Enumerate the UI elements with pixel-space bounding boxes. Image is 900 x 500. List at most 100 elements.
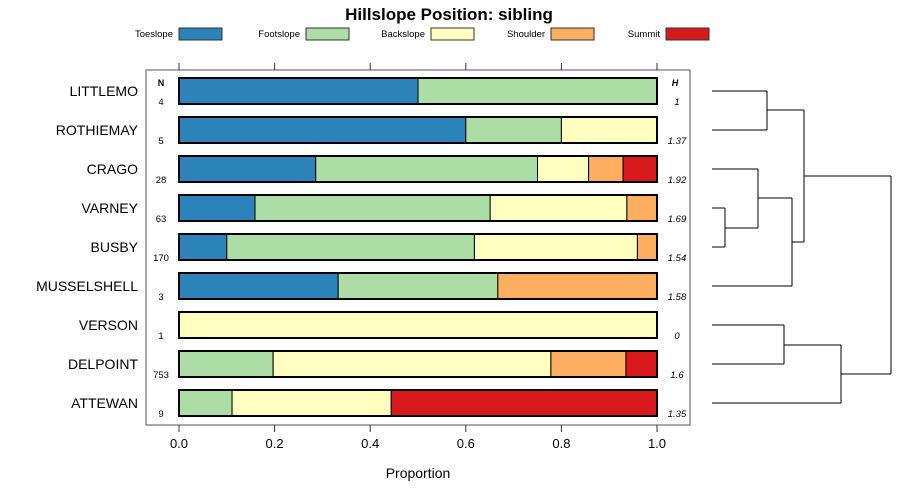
n-value: 170: [153, 253, 169, 264]
bar-segment-backslope: [560, 116, 658, 144]
x-tick-label: 0.6: [457, 436, 475, 451]
bar-segment-footslope: [337, 272, 499, 300]
h-header: H: [672, 78, 679, 88]
bar-segment-toeslope: [178, 116, 467, 144]
legend-swatch: [305, 27, 350, 41]
bar-segment-shoulder: [626, 194, 658, 222]
category-label: DELPOINT: [68, 356, 138, 372]
bar-row: ROTHIEMAY 5 1.37: [56, 116, 687, 147]
bar-outline: [178, 350, 658, 378]
bar-segment-footslope: [315, 155, 539, 183]
n-header: N: [158, 78, 165, 88]
x-tick-label: 1.0: [648, 436, 666, 451]
category-label: MUSSELSHELL: [36, 278, 138, 294]
legend: Toeslope Footslope Backslope Shoulder Summit: [135, 27, 710, 41]
n-value: 1: [158, 331, 163, 342]
bar-segment-summit: [622, 155, 658, 183]
legend-swatch: [430, 27, 475, 41]
bar-outline: [178, 77, 658, 105]
legend-label: Backslope: [381, 29, 425, 40]
category-label: CRAGO: [87, 161, 138, 177]
bar-segment-backslope: [489, 194, 628, 222]
bar-segment-footslope: [178, 389, 233, 417]
h-value: 1.69: [668, 214, 687, 225]
category-label: ATTEWAN: [71, 395, 138, 411]
bar-outline: [178, 194, 658, 222]
x-tick-label: 0.2: [266, 436, 284, 451]
bar-row: CRAGO 28 1.92: [87, 155, 687, 186]
bar-segment-toeslope: [178, 194, 256, 222]
h-value: 1.37: [668, 136, 687, 147]
bar-segment-toeslope: [178, 233, 228, 261]
x-tick-label: 0.4: [361, 436, 379, 451]
legend-swatch: [178, 27, 223, 41]
n-value: 3: [158, 292, 163, 303]
x-tick-label: 0.8: [552, 436, 570, 451]
bar-segment-summit: [625, 350, 658, 378]
plot-panel: [145, 69, 691, 426]
n-value: 4: [158, 97, 163, 108]
bar-segment-backslope: [272, 350, 552, 378]
legend-swatch: [550, 27, 595, 41]
h-value: 1: [674, 97, 679, 108]
category-label: VARNEY: [81, 200, 138, 216]
bar-segment-toeslope: [178, 77, 419, 105]
bar-segment-footslope: [465, 116, 562, 144]
bar-outline: [178, 116, 658, 144]
legend-label: Shoulder: [507, 29, 545, 40]
bar-segment-footslope: [254, 194, 491, 222]
bar-segment-shoulder: [497, 272, 658, 300]
category-label: ROTHIEMAY: [56, 122, 139, 138]
bar-outline: [178, 272, 658, 300]
bar-segment-footslope: [178, 350, 274, 378]
bar-outline: [178, 311, 658, 339]
bar-segment-shoulder: [550, 350, 627, 378]
n-value: 63: [156, 214, 167, 225]
h-value: 1.6: [670, 370, 684, 381]
bar-outline: [178, 389, 658, 417]
n-value: 753: [153, 370, 169, 381]
bar-segment-backslope: [537, 155, 590, 183]
bar-segment-toeslope: [178, 155, 317, 183]
x-axis-label: Proportion: [386, 465, 451, 481]
n-value: 28: [156, 175, 167, 186]
category-label: VERSON: [79, 317, 138, 333]
legend-label: Summit: [628, 29, 661, 40]
x-axis: 0.0 0.2 0.4 0.6 0.8 1.0: [170, 63, 666, 451]
bar-row: BUSBY 170 1.54: [91, 233, 687, 264]
bar-segment-toeslope: [178, 272, 339, 300]
bar-segment-backslope: [178, 311, 658, 339]
n-value: 9: [158, 409, 163, 420]
n-value: 5: [158, 136, 163, 147]
x-tick-label: 0.0: [170, 436, 188, 451]
dendrogram: [712, 90, 892, 404]
legend-label: Toeslope: [135, 29, 173, 40]
bar-row: ATTEWAN 9 1.35: [71, 389, 687, 420]
chart-title: Hillslope Position: sibling: [345, 5, 553, 24]
category-label: LITTLEMO: [70, 83, 139, 99]
legend-swatch: [665, 27, 710, 41]
bar-segment-shoulder: [636, 233, 658, 261]
h-value: 1.58: [668, 292, 687, 303]
bar-outline: [178, 233, 658, 261]
bar-row: MUSSELSHELL 3 1.58: [36, 272, 687, 303]
bar-row: VERSON 1 0: [79, 311, 680, 342]
legend-label: Footslope: [258, 29, 300, 40]
bar-outline: [178, 155, 658, 183]
bar-row: VARNEY 63 1.69: [81, 194, 687, 225]
bar-segment-footslope: [417, 77, 658, 105]
bar-row: DELPOINT 753 1.6: [68, 350, 684, 381]
h-value: 1.54: [668, 253, 687, 264]
bar-segment-shoulder: [588, 155, 624, 183]
bar-segment-summit: [390, 389, 658, 417]
h-value: 0: [674, 331, 680, 342]
h-value: 1.35: [668, 409, 687, 420]
bar-row: LITTLEMO 4 1: [70, 77, 680, 108]
category-label: BUSBY: [91, 239, 139, 255]
bar-segment-footslope: [226, 233, 475, 261]
bars: LITTLEMO 4 1 ROTHIEMAY 5 1.37 CRAGO 28 1.92 VARNE…: [36, 77, 687, 420]
h-value: 1.92: [668, 175, 687, 186]
bar-segment-backslope: [231, 389, 392, 417]
